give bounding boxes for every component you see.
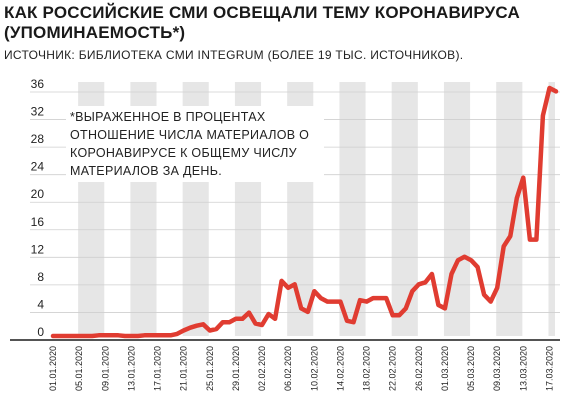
chart-footnote: *ВЫРАЖЕННОЕ В ПРОЦЕНТАХ ОТНОШЕНИЕ ЧИСЛА … <box>66 106 324 182</box>
x-tick-label: 29.01.2020 <box>231 346 241 391</box>
x-tick-label: 09.03.2020 <box>492 346 502 391</box>
chart-source: ИСТОЧНИК: БИБЛИОТЕКА СМИ INTEGRUM (БОЛЕЕ… <box>4 48 464 62</box>
x-tick-label: 18.02.2020 <box>362 346 372 391</box>
week-band <box>496 82 523 336</box>
week-band <box>548 82 555 336</box>
y-tick-label: 36 <box>31 77 45 91</box>
x-tick-label: 26.02.2020 <box>414 346 424 391</box>
y-tick-label: 4 <box>37 297 44 311</box>
x-tick-label: 02.02.2020 <box>257 346 267 391</box>
y-tick-label: 0 <box>37 325 44 339</box>
x-tick-label: 01.03.2020 <box>440 346 450 391</box>
y-tick-label: 20 <box>31 187 45 201</box>
chart-title: КАК РОССИЙСКИЕ СМИ ОСВЕЩАЛИ ТЕМУ КОРОНАВ… <box>4 3 520 42</box>
x-tick-label: 17.01.2020 <box>153 346 163 391</box>
x-axis-ticks: 01.01.2020 05.01.2020 09.01.2020 13.01.2020… <box>48 346 554 391</box>
x-tick-label: 09.01.2020 <box>100 346 110 391</box>
x-tick-label: 13.01.2020 <box>126 346 136 391</box>
y-tick-label: 8 <box>37 270 44 284</box>
x-tick-label: 10.02.2020 <box>309 346 319 391</box>
x-tick-label: 22.02.2020 <box>388 346 398 391</box>
week-band <box>339 82 366 336</box>
x-tick-label: 21.01.2020 <box>179 346 189 391</box>
series-line-path <box>50 85 559 339</box>
x-tick-label: 01.01.2020 <box>48 346 58 391</box>
y-tick-label: 16 <box>31 215 45 229</box>
x-tick-label: 25.01.2020 <box>205 346 215 391</box>
x-tick-label: 17.03.2020 <box>544 346 554 391</box>
week-band <box>391 82 418 336</box>
x-tick-label: 05.03.2020 <box>466 346 476 391</box>
x-tick-label: 05.01.2020 <box>74 346 84 391</box>
y-tick-label: 28 <box>31 132 45 146</box>
y-tick-label: 12 <box>31 242 45 256</box>
y-axis-ticks: 0 4 8 12 16 20 24 28 32 36 <box>31 77 45 339</box>
x-tick-label: 14.02.2020 <box>335 346 345 391</box>
y-tick-label: 24 <box>31 160 45 174</box>
y-tick-label: 32 <box>31 105 45 119</box>
x-tick-label: 13.03.2020 <box>518 346 528 391</box>
series-line <box>50 85 559 339</box>
x-tick-label: 06.02.2020 <box>283 346 293 391</box>
